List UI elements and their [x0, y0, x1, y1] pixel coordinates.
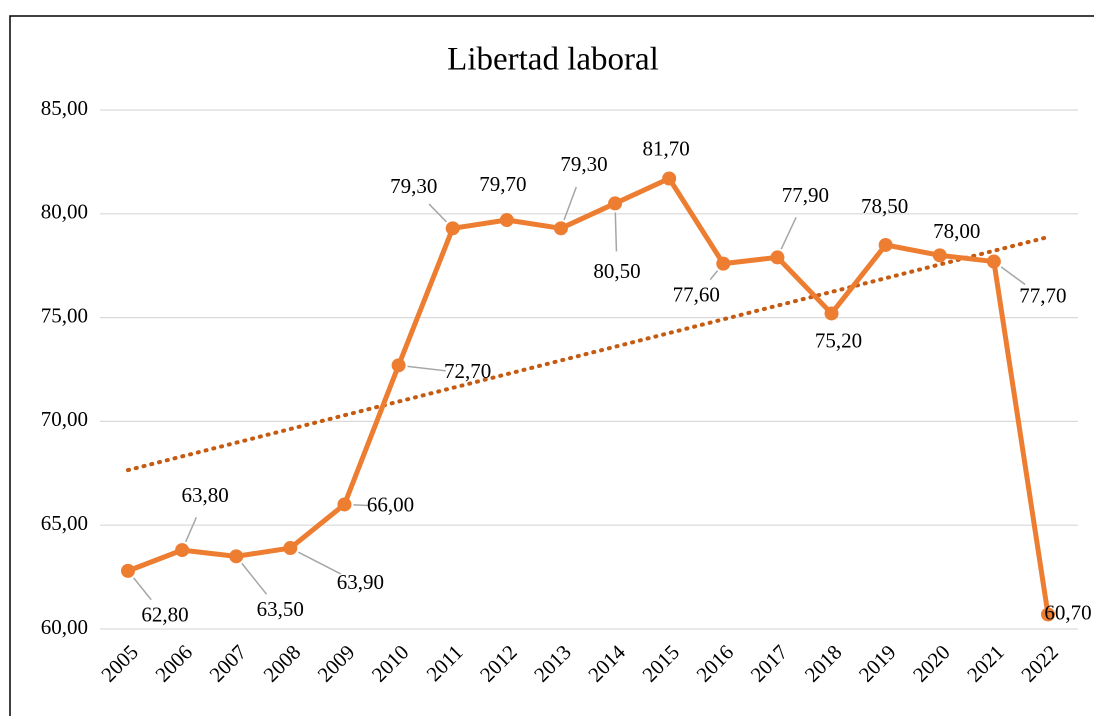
y-tick-label: 60,00 [41, 615, 88, 639]
data-label: 78,50 [861, 194, 908, 218]
chart-border [9, 15, 1094, 716]
marker [175, 543, 190, 558]
marker [337, 497, 352, 512]
x-tick-label: 2019 [854, 640, 901, 687]
data-label: 77,70 [1019, 283, 1066, 307]
data-label: 60,70 [1044, 600, 1091, 624]
data-label: 75,20 [815, 328, 862, 352]
x-tick-label: 2021 [962, 640, 1009, 687]
leader-line [428, 203, 447, 223]
leader-line [709, 270, 719, 281]
x-tick-label: 2007 [205, 640, 252, 687]
data-label: 81,70 [643, 136, 690, 160]
data-label: 72,70 [444, 359, 491, 383]
marker [932, 248, 947, 263]
leader-line [407, 365, 446, 372]
marker [499, 213, 514, 228]
x-tick-label: 2011 [422, 640, 468, 686]
y-tick-label: 65,00 [41, 511, 88, 535]
marker [445, 221, 460, 236]
marker [662, 171, 677, 186]
data-label: 77,60 [673, 282, 720, 306]
leader-line [1000, 266, 1026, 286]
marker [283, 541, 298, 556]
x-tick-label: 2008 [259, 640, 306, 687]
marker [121, 563, 135, 578]
marker [986, 254, 1001, 269]
leader-line [133, 577, 152, 601]
marker [824, 306, 839, 321]
data-label: 80,50 [593, 259, 640, 283]
leader-line [614, 212, 618, 252]
data-label: 66,00 [367, 492, 414, 516]
marker [608, 196, 623, 211]
data-label: 79,30 [560, 152, 607, 176]
data-label: 79,30 [390, 174, 437, 198]
chart-title: Libertad laboral [447, 42, 659, 78]
marker [1041, 607, 1055, 622]
data-label: 79,70 [479, 172, 526, 196]
line [127, 176, 1051, 615]
y-tick-label: 75,00 [41, 303, 88, 327]
leader-line [563, 186, 577, 221]
data-label: 63,90 [337, 570, 384, 594]
x-tick-label: 2006 [150, 640, 197, 687]
leader-line [185, 516, 198, 543]
x-tick-label: 2015 [637, 640, 684, 687]
marker [878, 237, 893, 252]
x-tick-label: 2012 [475, 640, 522, 687]
data-label: 77,90 [782, 183, 829, 207]
marker [770, 250, 785, 265]
trendline [126, 235, 1050, 473]
data-label: 78,00 [933, 219, 980, 243]
x-tick-label: 2013 [529, 640, 576, 687]
marker [229, 549, 244, 564]
x-tick-label: 2016 [692, 640, 739, 687]
marker [553, 221, 568, 236]
x-tick-label: 2018 [800, 640, 847, 687]
y-tick-label: 70,00 [41, 407, 88, 431]
x-tick-label: 2014 [583, 640, 630, 687]
leader-line [780, 217, 797, 250]
data-label: 63,50 [257, 597, 304, 621]
x-tick-label: 2017 [746, 640, 793, 687]
data-label: 63,80 [181, 483, 228, 507]
x-tick-label: 2020 [908, 640, 955, 687]
y-tick-label: 80,00 [41, 200, 88, 224]
x-tick-label: 2005 [96, 640, 143, 687]
x-tick-label: 2010 [367, 640, 414, 687]
marker [391, 358, 406, 373]
leader-line [298, 551, 342, 575]
x-tick-label: 2009 [313, 640, 360, 687]
leader-line [353, 504, 369, 507]
y-tick-label: 85,00 [41, 96, 88, 120]
x-tick-label: 2022 [1016, 640, 1063, 687]
leader-line [241, 562, 268, 595]
data-label: 62,80 [141, 603, 188, 627]
marker [716, 256, 731, 271]
